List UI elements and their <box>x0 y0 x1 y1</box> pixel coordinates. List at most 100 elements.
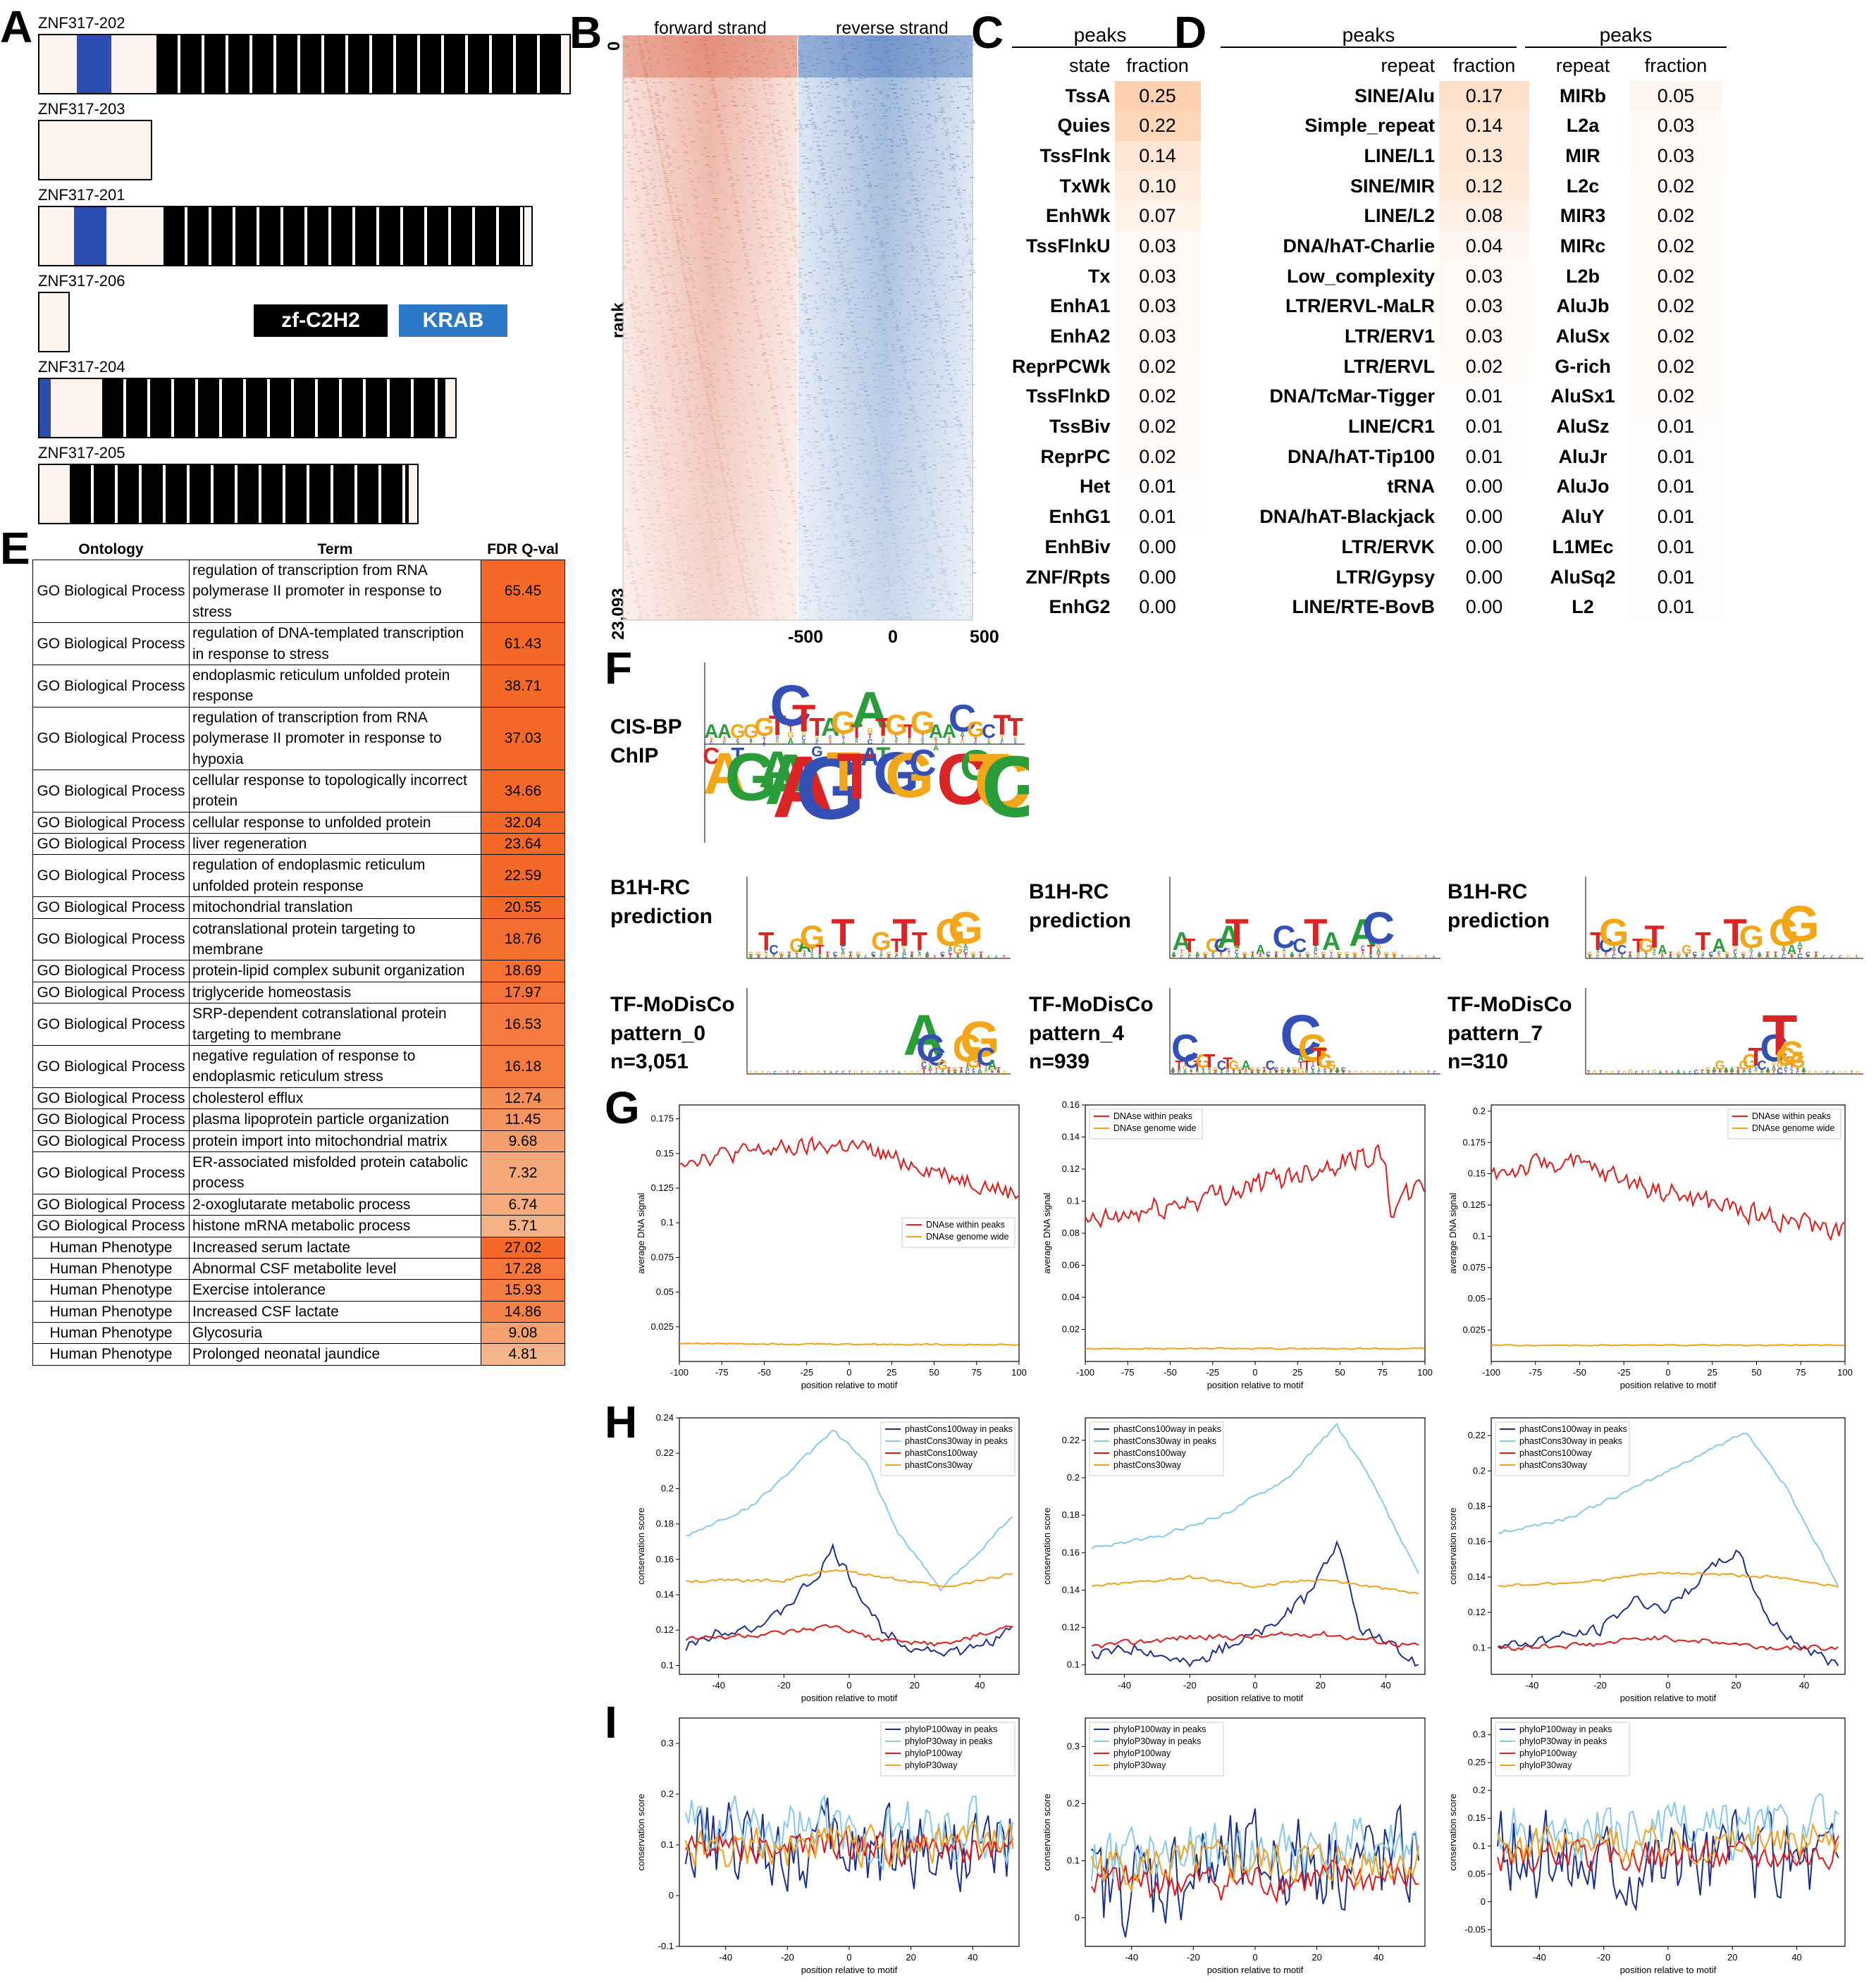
logo-letter: C <box>1677 956 1681 960</box>
fraction-value: 0.01 <box>1629 441 1722 472</box>
y-tick-label: 0.12 <box>1468 1607 1486 1617</box>
table-row: LTR/ERV1 0.03 <box>1226 321 1529 352</box>
y-tick-label: 0.175 <box>1462 1137 1486 1147</box>
ontology-cell: Human Phenotype <box>32 1257 190 1280</box>
y-tick-label: 0.15 <box>1468 1812 1486 1823</box>
y-tick-label: -0.1 <box>658 1941 674 1951</box>
logo-letter: A <box>1765 1066 1770 1073</box>
column-header: Term <box>317 541 353 557</box>
logo-letter: C <box>1766 1070 1770 1074</box>
logo-letter: G <box>767 1071 770 1075</box>
logo-letter: G <box>1352 951 1357 958</box>
logo-letter: G <box>961 739 965 746</box>
table-row: GO Biological Process liver regeneration 2… <box>32 833 565 855</box>
table-row: AluSz 0.01 <box>1536 412 1722 442</box>
logo-letter: C <box>909 742 936 784</box>
y-tick-label: 0.22 <box>656 1447 674 1458</box>
logo-letter: A <box>1376 948 1381 955</box>
isoform-name: ZNF317-202 <box>38 14 125 32</box>
logo-letter: A <box>749 955 753 959</box>
logo-letter: G <box>885 709 908 741</box>
logo-letter: G <box>980 954 983 958</box>
logo-letter: G <box>1623 1071 1627 1075</box>
logo-letter: T <box>972 956 975 960</box>
x-tick-label: 0 <box>1252 1367 1257 1378</box>
logo-letter: G <box>1392 951 1397 958</box>
logo-letter: C <box>1345 955 1349 959</box>
logo-letter: G <box>710 737 713 741</box>
logo-letter: T <box>1784 1071 1787 1075</box>
logo-letter: T <box>876 742 890 768</box>
series-line <box>679 1342 1018 1347</box>
logo-letter: T <box>1798 947 1803 955</box>
y-tick-label: 0.1 <box>1473 1230 1486 1241</box>
logo-letter: C <box>1314 949 1318 956</box>
logo-letter: A <box>977 1068 983 1076</box>
fraction-value: 0.01 <box>1629 562 1722 593</box>
logo-letter: A <box>1729 1066 1734 1073</box>
logo-letter: C <box>810 951 814 956</box>
logo-letter: A <box>1736 1071 1740 1075</box>
logo-letter: C <box>1742 954 1746 958</box>
logo-letter: C <box>1588 955 1592 959</box>
fraction-value: 0.02 <box>1629 291 1722 322</box>
logo-letter: T <box>1303 1058 1311 1073</box>
y-tick-label: 0.08 <box>1062 1228 1080 1238</box>
logo-letter: T <box>1401 956 1404 960</box>
fdr-cell: 37.03 <box>481 706 565 770</box>
fdr-cell: 20.55 <box>481 896 565 919</box>
table-row: Het 0.01 <box>1008 471 1201 502</box>
logo-letter: C <box>749 954 753 958</box>
logo-letter: G <box>1242 951 1247 958</box>
logo-letter: A <box>933 744 939 753</box>
b1h-label-2: B1H-RC prediction <box>1029 880 1132 932</box>
logo-letter: T <box>1299 956 1302 960</box>
logo-letter: A <box>1787 943 1796 957</box>
fdr-cell: 65.45 <box>481 559 565 624</box>
logo-letter: G <box>810 1071 814 1075</box>
table-row: AluJo 0.01 <box>1536 471 1722 502</box>
b1h-label-3: B1H-RC prediction <box>1448 880 1550 932</box>
logo-letter: G <box>872 1071 876 1075</box>
x-axis-label: position relative to motif <box>801 1965 898 1975</box>
logo-letter: C <box>818 954 822 958</box>
column-header: FDR Q-val <box>487 541 559 557</box>
logo-letter: C <box>1341 1066 1346 1073</box>
logo-letter: C <box>949 697 976 740</box>
row-label: EnhG1 <box>1049 506 1111 528</box>
y-tick-label: 0.18 <box>1062 1509 1080 1520</box>
table-row: GO Biological Process negative regulation… <box>32 1044 565 1088</box>
logo-letter: G <box>802 731 806 737</box>
logo-letter: T <box>1311 1042 1326 1071</box>
logo-letter: C <box>1719 1068 1722 1073</box>
panel-letter-h: H <box>605 1397 638 1447</box>
x-tick-label: 75 <box>1378 1367 1388 1378</box>
y-tick-label: 0.075 <box>650 1252 674 1262</box>
fdr-cell: 4.81 <box>481 1343 565 1366</box>
fraction-value: 0.14 <box>1439 111 1529 142</box>
logo-letter: T <box>1617 1070 1620 1075</box>
ontology-cell: Human Phenotype <box>32 1343 190 1366</box>
logo-letter: T <box>769 710 786 741</box>
logo-letter: C <box>1774 956 1777 960</box>
logo-letter: C <box>972 955 975 959</box>
logo-letter: C <box>926 955 930 959</box>
y-tick-label: 0.14 <box>1062 1132 1080 1142</box>
logo-letter: T <box>1424 956 1427 960</box>
logo-letter: A <box>1322 927 1340 956</box>
logo-letter: C <box>941 1071 944 1075</box>
table-row: ZNF/Rpts 0.00 <box>1008 562 1201 593</box>
row-label: TssFlnkD <box>1026 385 1111 407</box>
x-tick-label: -25 <box>1617 1367 1631 1378</box>
x-tick-label: -50 <box>1573 1367 1586 1378</box>
fdr-cell: 16.18 <box>481 1044 565 1088</box>
fraction-value: 0.02 <box>1114 441 1201 472</box>
logo-letter: G <box>831 705 856 741</box>
logo-letter: G <box>1321 951 1326 958</box>
x-tick-label: -75 <box>1529 1367 1542 1378</box>
table-row: MIR3 0.02 <box>1536 201 1722 232</box>
isoform-name: ZNF317-205 <box>38 444 125 462</box>
logo-letter: C <box>1653 951 1656 956</box>
column-header: repeat <box>1381 54 1435 76</box>
